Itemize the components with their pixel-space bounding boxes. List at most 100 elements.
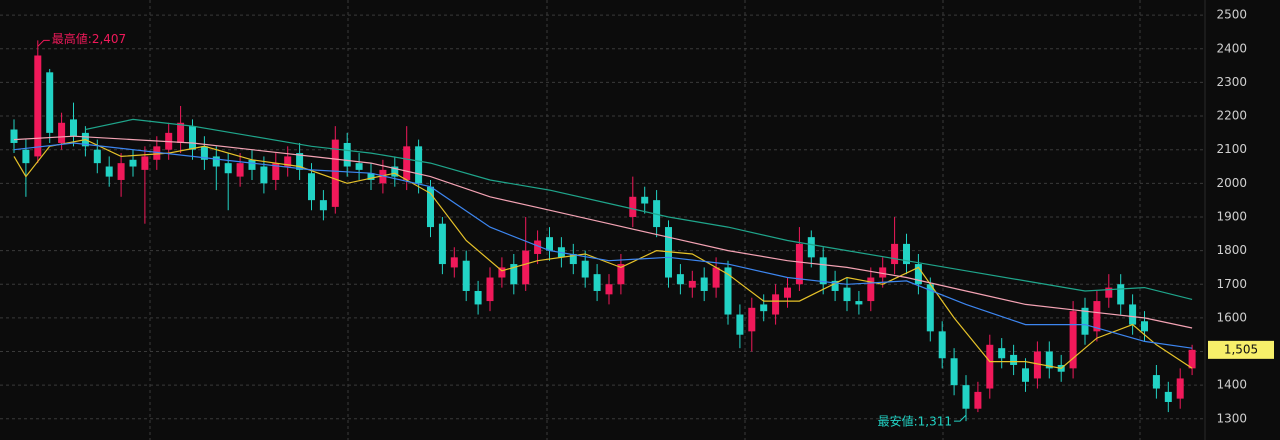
candle-body [462,260,470,291]
candle-body [629,196,637,217]
candle-body [1176,378,1184,399]
candle-body [724,267,732,315]
candle-body [522,250,530,285]
y-tick-label: 1300 [1216,411,1247,425]
candle-body [415,146,423,184]
y-tick-label: 1900 [1216,209,1247,223]
candle-body [224,163,232,174]
candle-body [331,139,339,207]
y-tick-label: 1700 [1216,277,1247,291]
candle-body [486,277,494,302]
candle-body [153,146,161,160]
candle-body [819,257,827,285]
candle-body [867,277,875,302]
moving-average-line [13,135,1193,329]
candle-body [296,153,304,170]
candle-body [248,159,256,170]
candle-body [1045,351,1053,369]
candle-body [617,264,625,285]
candle-body [498,267,506,278]
candle-body [272,163,280,180]
time-grid [149,0,1141,440]
candle-body [653,200,661,228]
candle-body [534,240,542,254]
candle-body [438,223,446,265]
candle-body [736,314,744,335]
candle-body [938,331,946,359]
candle-body [998,348,1006,359]
candle-body [46,72,54,133]
candle-body [319,200,327,211]
candle-body [879,267,887,278]
candle-body [772,294,780,315]
candle-body [58,122,66,143]
y-tick-label: 1400 [1216,378,1247,392]
candle-body [914,264,922,285]
candle-body [1117,284,1125,305]
candle-body [105,166,113,177]
candle-body [1093,301,1101,332]
candle-body [926,284,934,332]
candle-body [212,156,220,167]
candle-body [1069,311,1077,369]
candle-body [1033,351,1041,379]
y-tick-label: 2100 [1216,142,1247,156]
candle-body [510,264,518,285]
candle-body [1081,307,1089,335]
candle-body [903,243,910,265]
moving-average-line [13,142,1193,349]
candle-body [974,391,982,409]
moving-average-line [85,118,1193,300]
candle-body [379,169,387,184]
annotation: 最高値:2,407 [52,31,126,46]
candle-body [891,243,899,265]
candle-body [546,237,553,251]
candle-body [843,287,851,302]
candle-body [117,163,125,180]
y-tick-label: 2300 [1216,75,1247,89]
candle-body [593,274,601,291]
candle-body [1188,349,1196,369]
candle-body [700,277,708,291]
candle-body [581,260,589,278]
candle-body [474,290,482,305]
candle-body [427,186,434,228]
y-tick-label: 2400 [1216,41,1247,55]
last-price-label: 1,505 [1224,342,1258,356]
candle-body [831,280,839,291]
candle-body [1164,391,1172,402]
candle-body [260,166,268,184]
candle-body [855,301,863,305]
candle-body [284,156,292,167]
moving-average-line [13,138,1193,369]
candle-body [1010,354,1018,365]
annotation: 最安値:1,311 [878,414,952,429]
candle-body [569,253,577,265]
candle-body [748,307,756,332]
candle-body [70,119,77,137]
candle-body [1022,368,1029,382]
candle-body [688,280,696,288]
annotation-arrow [954,414,967,422]
last-price-box [1208,340,1274,359]
candle-body [34,55,42,157]
y-tick-label: 2000 [1216,176,1247,190]
candle-body [1105,287,1113,298]
candle-body [605,284,613,295]
candle-body [807,237,815,258]
candle-body [189,126,196,150]
y-tick-label: 2200 [1216,109,1247,123]
candle-body [760,304,768,312]
candle-body [236,163,244,177]
candle-body [795,243,803,285]
candle-body [141,156,149,170]
candle-body [950,358,958,386]
candle-body [93,149,101,164]
candle-body [962,385,970,409]
candle-body [403,146,411,180]
candle-body [177,122,185,143]
candle-body [986,344,994,389]
